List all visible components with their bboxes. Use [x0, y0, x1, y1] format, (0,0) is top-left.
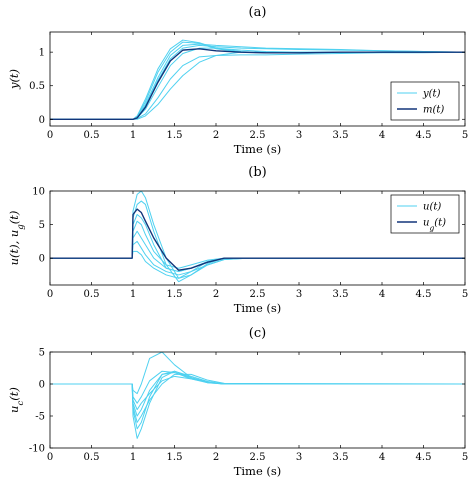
x-tick-label: 0.5 — [84, 130, 100, 141]
x-tick-label: 0 — [47, 452, 53, 463]
x-tick-label: 4 — [379, 452, 385, 463]
x-tick-label: 2.5 — [250, 130, 266, 141]
trace-series-line — [50, 371, 465, 417]
trace-series-line — [50, 352, 465, 395]
y-tick-label: 5 — [39, 348, 45, 359]
legend-label: y(t) — [422, 89, 441, 100]
trace-series-line — [50, 375, 465, 411]
x-tick-label: 0.5 — [84, 289, 100, 300]
y-tick-label: 0 — [39, 254, 45, 265]
x-tick-label: 1 — [130, 130, 136, 141]
y-tick-label: 1 — [39, 48, 45, 59]
x-axis-label: Time (s) — [234, 142, 282, 156]
x-tick-label: 5 — [462, 130, 468, 141]
x-tick-label: 5 — [462, 289, 468, 300]
y-tick-label: -5 — [35, 412, 45, 423]
x-tick-label: 3.5 — [333, 452, 349, 463]
x-tick-label: 0.5 — [84, 452, 100, 463]
trace-series-line — [50, 373, 465, 423]
x-axis-label: Time (s) — [234, 464, 282, 478]
series-group — [50, 352, 465, 439]
u-t--series-line — [50, 230, 465, 273]
legend: u(t) ug(t) — [390, 194, 460, 234]
x-tick-label: 4 — [379, 130, 385, 141]
series-group — [50, 39, 465, 120]
panel-1: (b) 0 0.5 1 1.5 2 2.5 3 3.5 4 4.5 5 0 5 10 Time (s) u(t)… — [7, 165, 468, 315]
x-tick-label: 4.5 — [416, 289, 432, 300]
x-tick-label: 1 — [130, 289, 136, 300]
trace-series-line — [50, 370, 465, 404]
x-tick-label: 2 — [213, 130, 219, 141]
panel-0: (a) 0 0.5 1 1.5 2 2.5 3 3.5 4 4.5 5 0 0.5 1 Time (s) y(t… — [7, 5, 468, 156]
x-tick-label: 1.5 — [167, 289, 183, 300]
panel-title: (c) — [249, 326, 266, 341]
x-tick-label: 1.5 — [167, 130, 183, 141]
x-tick-label: 2 — [213, 289, 219, 300]
x-tick-label: 4 — [379, 289, 385, 300]
x-tick-label: 1 — [130, 452, 136, 463]
y-tick-label: -10 — [29, 444, 45, 455]
x-tick-label: 2 — [213, 452, 219, 463]
panel-title: (b) — [248, 165, 266, 180]
x-tick-label: 3 — [296, 452, 302, 463]
x-tick-label: 3.5 — [333, 130, 349, 141]
x-tick-label: 4.5 — [416, 130, 432, 141]
y-axis-label: u(t), ug(t) — [7, 211, 26, 266]
u-g-t--series-line — [50, 208, 465, 271]
y-tick-label: 0.5 — [29, 81, 45, 92]
y-tick-label: 0 — [39, 380, 45, 391]
y-tick-label: 5 — [39, 220, 45, 231]
legend-label: ug(t) — [423, 218, 446, 233]
trace-series-line — [50, 370, 465, 430]
x-tick-label: 0 — [47, 130, 53, 141]
m-t--series-line — [50, 48, 465, 120]
x-tick-label: 2.5 — [250, 452, 266, 463]
x-tick-label: 2.5 — [250, 289, 266, 300]
y-tick-label: 10 — [32, 187, 45, 198]
y-axis-label: uc(t) — [7, 387, 26, 413]
panel-title: (a) — [249, 5, 267, 20]
x-tick-label: 1.5 — [167, 452, 183, 463]
x-tick-label: 3.5 — [333, 289, 349, 300]
legend-label: u(t) — [423, 202, 441, 213]
legend-box — [390, 81, 460, 121]
x-tick-label: 3 — [296, 130, 302, 141]
y-t--series-line — [50, 51, 465, 120]
x-tick-label: 5 — [462, 452, 468, 463]
legend-box — [390, 194, 460, 234]
y-tick-label: 0 — [39, 115, 45, 126]
legend-label: m(t) — [423, 105, 444, 116]
series-group — [50, 191, 465, 283]
panel-2: (c) 0 0.5 1 1.5 2 2.5 3 3.5 4 4.5 5 -10 -5 0 5 Time (s) u… — [7, 326, 468, 478]
u-t--series-line — [50, 250, 465, 279]
x-tick-label: 0 — [47, 289, 53, 300]
y-axis-label: y(t) — [7, 69, 21, 90]
plot-frame — [49, 351, 466, 449]
trace-series-line — [50, 370, 465, 439]
legend: y(t) m(t) — [390, 81, 460, 121]
x-tick-label: 4.5 — [416, 452, 432, 463]
x-tick-label: 3 — [296, 289, 302, 300]
x-axis-label: Time (s) — [234, 301, 282, 315]
